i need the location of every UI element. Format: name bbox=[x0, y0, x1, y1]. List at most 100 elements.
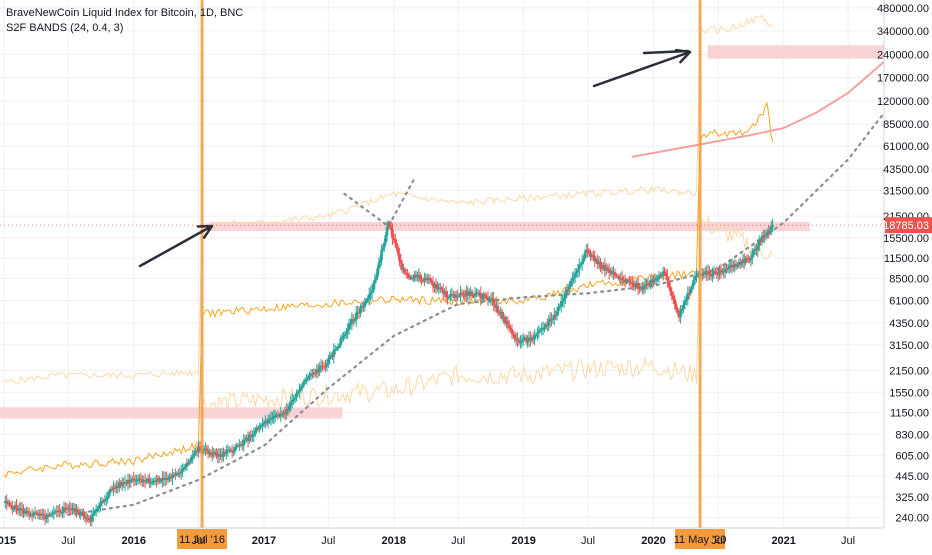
candle-body bbox=[670, 291, 674, 296]
candle-body bbox=[229, 449, 232, 452]
candle-body bbox=[145, 480, 148, 482]
candle-body bbox=[483, 294, 487, 297]
candle-body bbox=[516, 338, 519, 341]
candle-body bbox=[545, 324, 549, 326]
candle-body bbox=[416, 275, 419, 278]
y-tick-label: 240.00 bbox=[895, 512, 929, 524]
candle-body bbox=[104, 498, 108, 501]
candle-body bbox=[305, 379, 308, 381]
candle-body bbox=[280, 413, 284, 416]
candle-body bbox=[760, 235, 764, 243]
candle-body bbox=[606, 267, 610, 270]
candle-body bbox=[493, 304, 497, 308]
candle-body bbox=[454, 294, 458, 298]
candle-body bbox=[576, 269, 580, 273]
candle-body bbox=[706, 271, 710, 275]
candle-body bbox=[722, 270, 726, 273]
candle-body bbox=[619, 277, 623, 280]
candle-body bbox=[742, 259, 746, 263]
candle-body bbox=[109, 488, 112, 492]
candle-body bbox=[396, 247, 400, 254]
candle-body bbox=[703, 271, 707, 274]
price-candles bbox=[4, 218, 774, 527]
candle-body bbox=[759, 240, 762, 243]
candle-body bbox=[764, 235, 768, 237]
candle-body bbox=[301, 385, 304, 388]
candle-body bbox=[544, 324, 548, 328]
candle-body bbox=[309, 373, 313, 376]
candle-body bbox=[94, 509, 98, 512]
candle-body bbox=[344, 332, 348, 335]
candle-body bbox=[102, 500, 105, 503]
candle-body bbox=[103, 499, 107, 502]
candle-body bbox=[465, 291, 468, 297]
candle-body bbox=[660, 274, 664, 277]
candle-body bbox=[642, 286, 646, 290]
arrow-2016-head bbox=[196, 224, 214, 239]
y-tick-label: 445.00 bbox=[895, 471, 929, 483]
candle-body bbox=[561, 300, 564, 303]
candle-body bbox=[587, 251, 591, 254]
candle-body bbox=[393, 238, 397, 244]
candle-body bbox=[478, 293, 481, 295]
candle-body bbox=[436, 284, 439, 290]
candle-body bbox=[78, 511, 81, 516]
candle-body bbox=[389, 227, 393, 230]
candle-body bbox=[5, 501, 9, 504]
candle-body bbox=[536, 333, 539, 335]
candle-body bbox=[370, 290, 374, 293]
candle-body bbox=[677, 312, 681, 318]
candle-body bbox=[500, 311, 504, 319]
candle-body bbox=[495, 306, 498, 308]
candle-body bbox=[771, 225, 774, 227]
candle-body bbox=[737, 262, 741, 266]
candle-body bbox=[680, 308, 684, 312]
candle-body bbox=[107, 491, 111, 497]
candle-body bbox=[441, 290, 445, 294]
candle-body bbox=[115, 485, 118, 489]
arrow-2016-shaft bbox=[138, 224, 214, 268]
candle-body bbox=[9, 504, 13, 507]
candle-body bbox=[763, 235, 766, 238]
candle-body bbox=[80, 512, 84, 514]
candle-body bbox=[568, 286, 571, 290]
y-tick-label: 605.00 bbox=[895, 450, 929, 462]
candle-body bbox=[380, 249, 383, 260]
y-tick-label: 31500.00 bbox=[883, 185, 929, 197]
candle-body bbox=[140, 480, 144, 483]
candle-body bbox=[336, 346, 340, 349]
y-tick-label: 240000.00 bbox=[877, 49, 929, 61]
chart-legend: BraveNewCoin Liquid Index for Bitcoin, 1… bbox=[6, 6, 243, 36]
candle-body bbox=[353, 319, 357, 322]
x-tick-label: 2020 bbox=[641, 535, 665, 547]
candle-body bbox=[444, 291, 448, 298]
candle-body bbox=[431, 282, 435, 287]
candle-body bbox=[40, 513, 44, 516]
candle-body bbox=[403, 269, 407, 273]
candle-body bbox=[409, 277, 412, 279]
candle-body bbox=[11, 506, 14, 509]
candle-body bbox=[82, 512, 85, 517]
candle-body bbox=[373, 279, 377, 284]
candle-body bbox=[715, 271, 719, 274]
candle-body bbox=[286, 409, 290, 411]
candle-body bbox=[609, 270, 612, 273]
candle-body bbox=[372, 283, 375, 291]
candle-body bbox=[600, 267, 604, 270]
candle-body bbox=[366, 298, 370, 301]
candle-body bbox=[290, 400, 294, 402]
candle-body bbox=[25, 510, 28, 513]
candle-body bbox=[592, 255, 595, 257]
candle-body bbox=[86, 517, 89, 520]
candle-body bbox=[106, 496, 110, 499]
candle-body bbox=[252, 433, 256, 436]
candle-body bbox=[61, 511, 64, 514]
candle-body bbox=[749, 257, 753, 260]
candle-body bbox=[162, 477, 166, 480]
candle-body bbox=[469, 291, 472, 293]
candle-body bbox=[534, 334, 538, 337]
y-tick-label: 3150.00 bbox=[889, 340, 929, 352]
